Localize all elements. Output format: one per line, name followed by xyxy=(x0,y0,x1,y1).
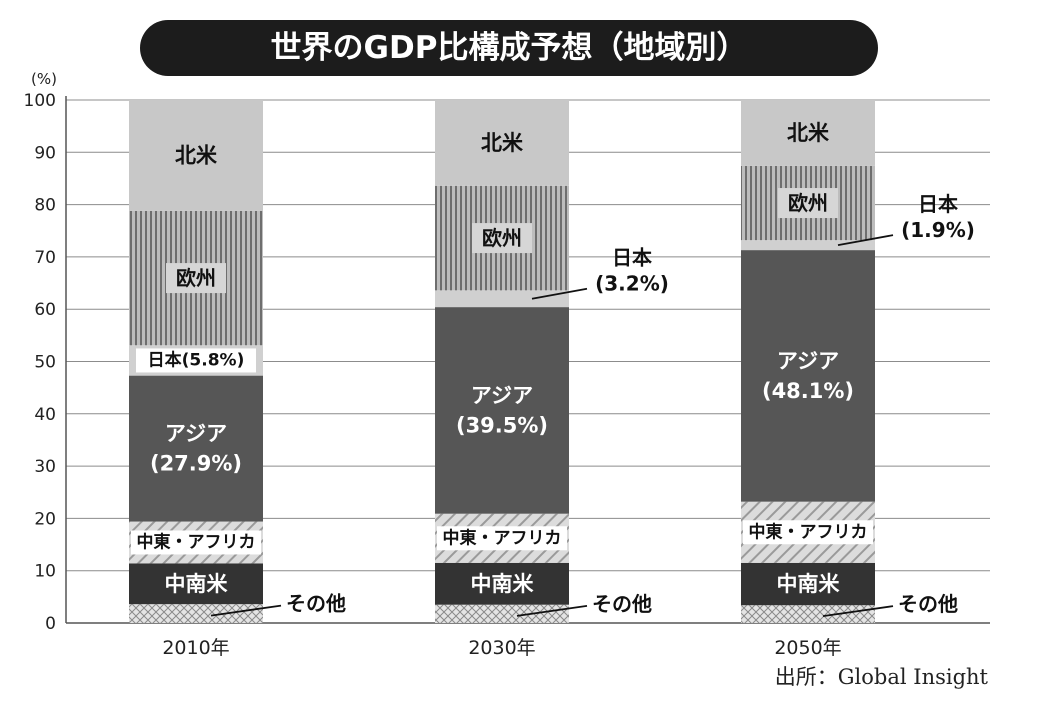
label-background xyxy=(131,530,261,555)
y-tick-label: 20 xyxy=(34,509,56,529)
segment-label: (1.9%) xyxy=(901,218,975,242)
y-axis-unit: (%) xyxy=(31,70,57,88)
leader-line xyxy=(822,605,894,617)
bar-segment xyxy=(741,240,875,251)
segment-label: アジア xyxy=(777,349,839,373)
segment-label: (48.1%) xyxy=(762,379,854,403)
bar-segment xyxy=(435,562,569,605)
leader-line xyxy=(210,604,282,617)
x-tick-label: 2030年 xyxy=(468,637,535,659)
segment-label: アジア xyxy=(471,383,533,407)
bar-segment xyxy=(435,100,569,186)
y-tick-label: 50 xyxy=(34,353,56,373)
y-tick-label: 100 xyxy=(24,91,56,111)
segment-label: その他 xyxy=(898,592,958,616)
y-tick-label: 80 xyxy=(34,196,56,216)
segment-label: 北米 xyxy=(175,143,218,167)
segment-label: 北米 xyxy=(481,131,524,155)
segment-label: その他 xyxy=(592,592,652,616)
segment-label: 中東・アフリカ xyxy=(749,521,868,542)
segment-label: 日本 xyxy=(612,246,652,270)
source-note: 出所：Global Insight xyxy=(774,665,988,689)
segment-label: 欧州 xyxy=(176,266,216,290)
label-background xyxy=(743,520,873,545)
label-background xyxy=(136,348,256,373)
segment-label: 北米 xyxy=(787,121,830,145)
label-background xyxy=(778,188,838,219)
bar-segment xyxy=(129,375,263,522)
y-tick-label: 40 xyxy=(34,405,56,425)
bar-segment xyxy=(741,605,875,623)
y-tick-label: 70 xyxy=(34,248,56,268)
segment-label: 中南米 xyxy=(471,572,535,596)
segment-label: 欧州 xyxy=(788,191,828,215)
segment-label: (39.5%) xyxy=(456,413,548,437)
chart-title-background xyxy=(140,20,878,76)
x-tick-label: 2050年 xyxy=(774,637,841,659)
y-tick-label: 0 xyxy=(45,614,56,634)
bar-segment xyxy=(129,604,263,623)
chart-title: 世界のGDP比構成予想（地域別） xyxy=(270,30,748,66)
y-tick-label: 10 xyxy=(34,562,56,582)
segment-label: 中南米 xyxy=(777,572,841,596)
segment-label: アジア xyxy=(165,422,227,446)
leader-line xyxy=(516,604,588,617)
bar-segment xyxy=(741,562,875,606)
bar-segment xyxy=(129,563,263,605)
label-background xyxy=(472,223,532,254)
segment-label: 欧州 xyxy=(482,226,522,250)
segment-label: 中南米 xyxy=(165,572,229,596)
segment-label: (27.9%) xyxy=(150,452,242,476)
label-background xyxy=(166,263,226,294)
leader-line xyxy=(837,234,894,247)
bar-segment xyxy=(129,100,263,211)
bar-segment xyxy=(741,100,875,166)
label-background xyxy=(437,526,567,551)
bar-segment xyxy=(435,604,569,623)
segment-label: 中東・アフリカ xyxy=(443,527,562,548)
bar-segment xyxy=(435,290,569,308)
bar-segment xyxy=(741,250,875,502)
y-tick-label: 90 xyxy=(34,143,56,163)
segment-label: (3.2%) xyxy=(595,272,669,296)
segment-label: その他 xyxy=(286,592,346,616)
x-tick-label: 2010年 xyxy=(162,637,229,659)
segment-label: 中東・アフリカ xyxy=(137,531,256,552)
y-tick-label: 30 xyxy=(34,457,56,477)
y-tick-label: 60 xyxy=(34,300,56,320)
segment-label: 日本 xyxy=(918,192,958,216)
bar-segment xyxy=(435,307,569,514)
leader-line xyxy=(531,287,588,300)
segment-label: 日本(5.8%) xyxy=(148,349,245,370)
